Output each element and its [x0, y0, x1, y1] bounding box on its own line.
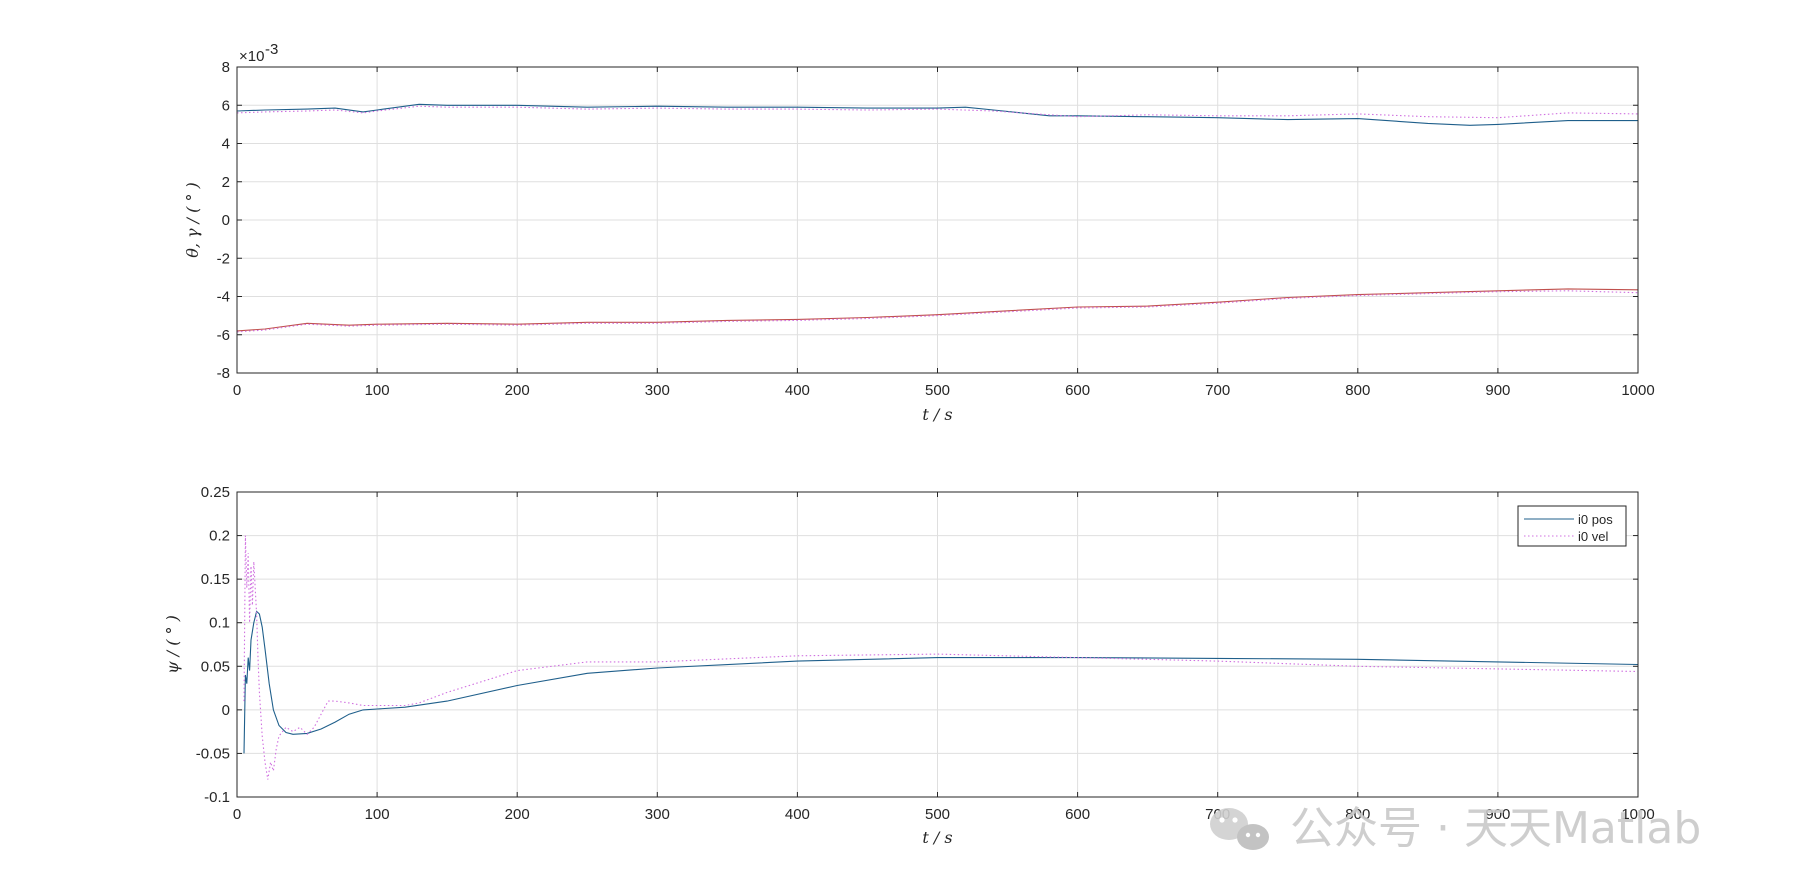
x-tick-label: 700 — [1205, 382, 1230, 399]
y-axis-label: θ, γ / ( ° ) — [183, 182, 202, 258]
series-group — [243, 535, 1638, 780]
wechat-icon — [1210, 808, 1269, 850]
x-tick-label: 100 — [365, 806, 390, 823]
y-tick-label: 0.1 — [209, 615, 230, 632]
x-tick-label: 200 — [505, 382, 530, 399]
y-tick-label: -6 — [217, 327, 230, 344]
y-tick-label: 0.15 — [201, 571, 230, 588]
x-tick-label: 500 — [925, 806, 950, 823]
x-tick-label: 400 — [785, 806, 810, 823]
y-tick-label: 0 — [222, 702, 230, 719]
y-exponent-value: -3 — [265, 41, 278, 58]
y-tick-label: 4 — [222, 136, 230, 153]
y-tick-label: 0.25 — [201, 484, 230, 501]
x-tick-label: 800 — [1345, 806, 1370, 823]
x-tick-label: 200 — [505, 806, 530, 823]
y-tick-label: -2 — [217, 250, 230, 267]
x-tick-label: 800 — [1345, 382, 1370, 399]
y-tick-label: -4 — [217, 289, 230, 306]
series-line-3 — [237, 290, 1638, 333]
y-tick-label: 6 — [222, 97, 230, 114]
x-tick-label: 1000 — [1621, 382, 1654, 399]
series-group — [237, 103, 1638, 333]
axes-bottom: 01002003004005006007008009001000-0.1-0.0… — [163, 484, 1655, 847]
x-tick-label: 300 — [645, 382, 670, 399]
x-axis-label: t / s — [922, 405, 952, 424]
x-tick-label: 100 — [365, 382, 390, 399]
legend-label: i0 vel — [1578, 529, 1608, 544]
x-tick-label: 500 — [925, 382, 950, 399]
x-tick-label: 1000 — [1621, 806, 1654, 823]
series-line-1 — [237, 105, 1638, 119]
watermark-text: 公众号 · 天天Matlab — [1290, 803, 1701, 854]
y-exponent-label: ×10 — [239, 48, 264, 65]
x-tick-label: 400 — [785, 382, 810, 399]
axes-top: 0 100 200 300 400 500 600 700 800 900 1000 -8 -6 -4 -2… — [183, 41, 1655, 424]
x-tick-label: 600 — [1065, 382, 1090, 399]
y-tick-label: -0.1 — [204, 789, 230, 806]
series-line-0 — [237, 103, 1638, 126]
x-tick-label: 0 — [233, 382, 241, 399]
x-tick-label: 0 — [233, 806, 241, 823]
y-tick-label: 0.2 — [209, 528, 230, 545]
y-tick-label: 0.05 — [201, 658, 230, 675]
x-axis-label: t / s — [922, 828, 952, 847]
series-line-2 — [237, 288, 1638, 332]
legend-box — [1517, 505, 1627, 547]
x-tick-label: 900 — [1485, 806, 1510, 823]
series-line-i0-pos — [243, 610, 1638, 754]
legend-label: i0 pos — [1578, 512, 1613, 527]
y-tick-label: 2 — [222, 174, 230, 191]
y-tick-label: 0 — [222, 212, 230, 229]
legend: i0 pos i0 vel — [1517, 505, 1627, 547]
x-tick-label: 900 — [1485, 382, 1510, 399]
x-tick-label: 600 — [1065, 806, 1090, 823]
y-tick-label: -8 — [217, 365, 230, 382]
y-tick-label: 8 — [222, 59, 230, 76]
watermark: 公众号 · 天天Matlab — [1210, 803, 1701, 854]
y-axis-label: ψ / ( ° ) — [163, 615, 182, 674]
x-tick-label: 300 — [645, 806, 670, 823]
y-tick-label: -0.05 — [196, 745, 230, 762]
